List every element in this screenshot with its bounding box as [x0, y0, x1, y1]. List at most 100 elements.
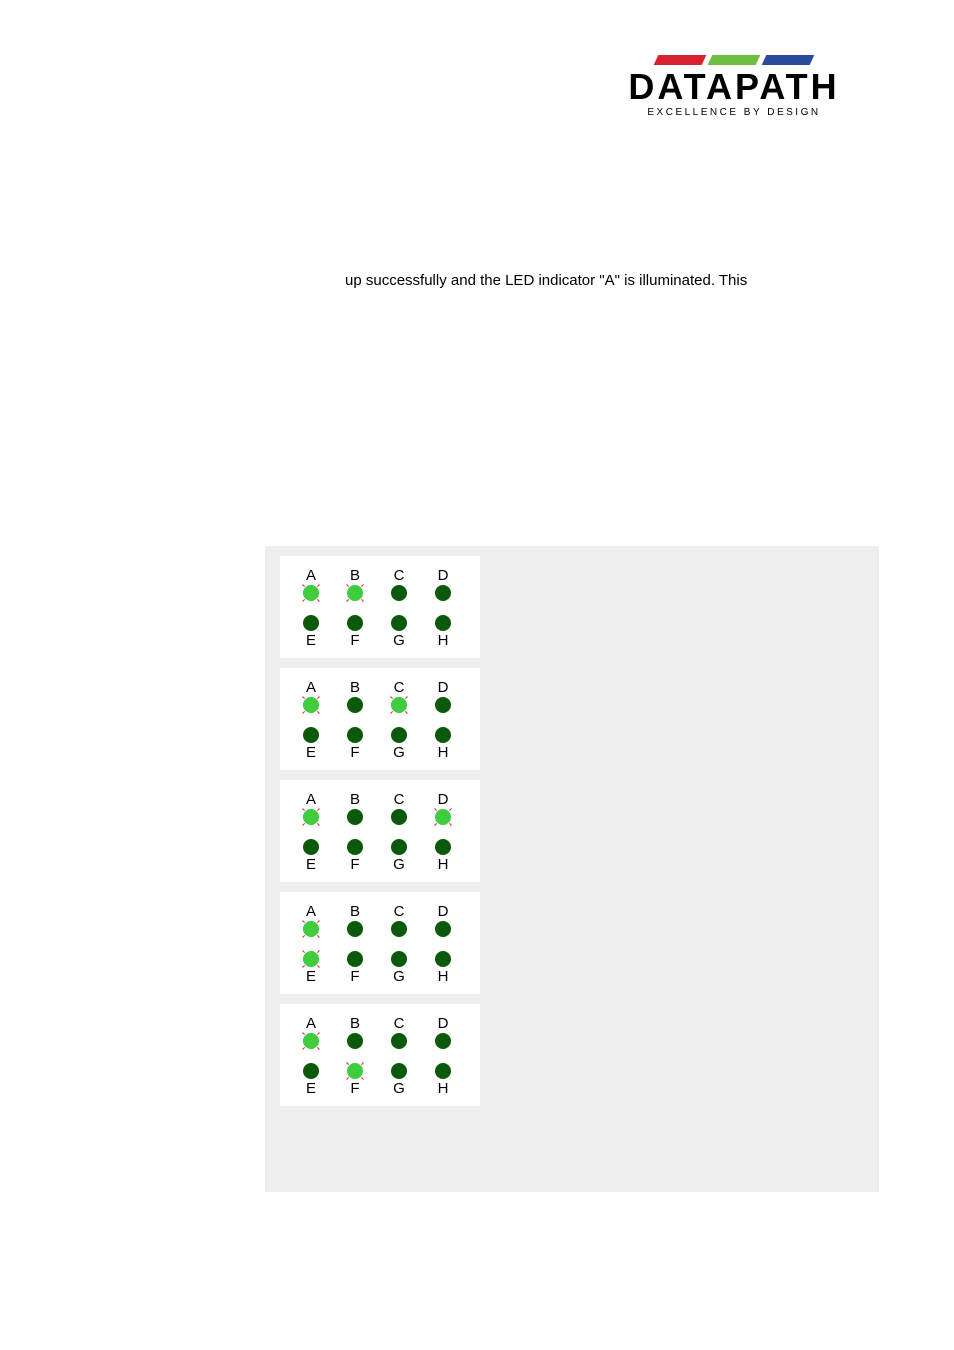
led-h: H [432, 949, 454, 984]
led-d: D [432, 904, 454, 939]
led-label: H [438, 969, 449, 984]
led-c: C [388, 792, 410, 827]
led-label: C [394, 568, 405, 583]
led-dot [301, 949, 321, 969]
led-dot [433, 919, 453, 939]
led-row-top: A B CD [300, 792, 460, 827]
led-h: H [432, 1061, 454, 1096]
led-f: F [344, 725, 366, 760]
led-dot [389, 837, 409, 857]
led-dot [345, 837, 365, 857]
led-label: D [438, 568, 449, 583]
led-label: C [394, 1016, 405, 1031]
led-d: D [432, 680, 454, 715]
led-dot [345, 583, 365, 603]
led-a: A [300, 792, 322, 827]
logo-bar [762, 55, 815, 65]
led-dot [389, 695, 409, 715]
led-g: G [388, 725, 410, 760]
led-label: H [438, 745, 449, 760]
led-panel-column: ABCDEFGHABCDEFGHABCDEFGHABCDEFGHABCDEFGH [280, 556, 480, 1106]
led-d: D [432, 792, 454, 827]
led-f: F [344, 1061, 366, 1096]
led-row-top: ABCD [300, 1016, 460, 1051]
logo-bar [654, 55, 707, 65]
led-dot [433, 583, 453, 603]
led-g: G [388, 837, 410, 872]
led-dot [433, 1061, 453, 1081]
led-row-top: ABCD [300, 680, 460, 715]
led-label: E [306, 633, 316, 648]
led-dot [301, 837, 321, 857]
led-row-bottom: EFGH [300, 837, 460, 872]
led-panel: ABCDEFGH [280, 1004, 480, 1106]
led-dot [389, 949, 409, 969]
led-label: G [393, 745, 405, 760]
led-label: D [438, 680, 449, 695]
led-h: H [432, 613, 454, 648]
led-label: B [350, 1016, 360, 1031]
led-f: F [344, 949, 366, 984]
led-dot [301, 695, 321, 715]
led-row-bottom: EFGH [300, 949, 460, 984]
led-dot [345, 1031, 365, 1051]
led-label: E [306, 857, 316, 872]
led-label: G [393, 1081, 405, 1096]
led-row-bottom: E F G H [300, 1061, 460, 1096]
led-dot [389, 725, 409, 745]
body-text: up successfully and the LED indicator "A… [345, 272, 747, 289]
led-label: B [350, 792, 360, 807]
led-c: C [388, 904, 410, 939]
led-b: B [344, 568, 366, 603]
led-dot [345, 949, 365, 969]
led-dot [345, 613, 365, 633]
led-dot [433, 695, 453, 715]
led-dot [433, 837, 453, 857]
led-dot [433, 807, 453, 827]
led-label: G [393, 633, 405, 648]
led-dot [389, 1061, 409, 1081]
led-e: E [300, 837, 322, 872]
led-label: D [438, 904, 449, 919]
led-a: A [300, 904, 322, 939]
logo-bar [708, 55, 761, 65]
led-d: D [432, 1016, 454, 1051]
led-dot [433, 1031, 453, 1051]
led-dot [389, 807, 409, 827]
led-label: B [350, 904, 360, 919]
led-panel: AB C D E F G H [280, 556, 480, 658]
led-c: C [388, 680, 410, 715]
led-label: H [438, 633, 449, 648]
logo: DATAPATH EXCELLENCE BY DESIGN [609, 55, 859, 118]
led-h: H [432, 837, 454, 872]
led-panel: ABCDEFGH [280, 892, 480, 994]
led-g: G [388, 949, 410, 984]
led-row-bottom: E F G H [300, 725, 460, 760]
led-dot [301, 613, 321, 633]
led-dot [345, 919, 365, 939]
led-dot [345, 725, 365, 745]
led-dot [345, 807, 365, 827]
led-dot [301, 807, 321, 827]
led-label: F [350, 633, 359, 648]
led-dot [301, 1061, 321, 1081]
led-dot [301, 583, 321, 603]
led-b: B [344, 904, 366, 939]
led-e: E [300, 725, 322, 760]
led-g: G [388, 1061, 410, 1096]
logo-bars [609, 55, 859, 65]
led-dot [389, 919, 409, 939]
led-b: B [344, 680, 366, 715]
led-dot [389, 1031, 409, 1051]
led-label: F [350, 745, 359, 760]
led-label: G [393, 857, 405, 872]
led-dot [389, 613, 409, 633]
led-dot [301, 919, 321, 939]
led-label: E [306, 1081, 316, 1096]
led-dot [433, 949, 453, 969]
led-e: E [300, 1061, 322, 1096]
led-label: H [438, 1081, 449, 1096]
led-label: F [350, 969, 359, 984]
led-dot [345, 1061, 365, 1081]
led-a: A [300, 568, 322, 603]
